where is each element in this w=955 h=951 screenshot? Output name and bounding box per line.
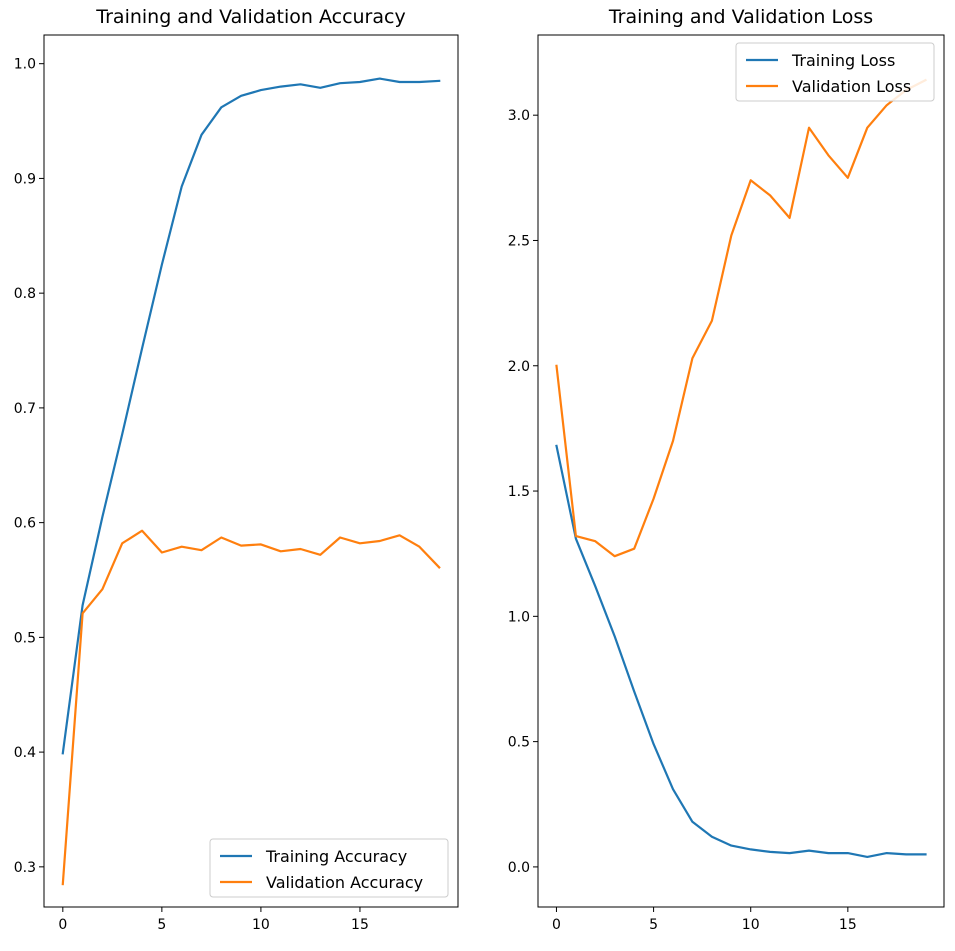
y-tick-label: 0.6: [14, 516, 36, 532]
series-line-validation-accuracy: [61, 529, 441, 886]
y-tick-label: 1.0: [14, 57, 36, 73]
chart-panel-2: Training and Validation Loss 0 5 10 15 0.0 0.5…: [508, 6, 945, 933]
legend-box: [735, 42, 935, 102]
x-tick-label: 5: [649, 917, 658, 933]
x-tick-label: 15: [839, 917, 857, 933]
y-tick-label: 0.0: [508, 860, 530, 876]
series-line-training-loss: [555, 444, 927, 859]
y-tick-label: 0.5: [508, 735, 530, 751]
legend-label: Validation Accuracy: [266, 873, 423, 892]
legend-label: Training Accuracy: [265, 847, 407, 866]
series-line-validation-loss: [555, 78, 927, 558]
y-tick-label: 0.4: [14, 745, 36, 761]
legend-label: Training Loss: [791, 51, 895, 70]
y-tick-label: 2.5: [508, 233, 530, 249]
y-tick-label: 0.9: [14, 171, 36, 187]
legend-label: Validation Loss: [792, 77, 911, 96]
axes-frame: [43, 34, 459, 908]
x-tick-label: 5: [157, 917, 166, 933]
y-tick-label: 0.3: [14, 860, 36, 876]
y-tick-label: 0.8: [14, 286, 36, 302]
y-tick-label: 1.0: [508, 609, 530, 625]
chart-title: Training and Validation Accuracy: [95, 6, 405, 28]
x-tick-label: 15: [351, 917, 369, 933]
x-tick-label: 10: [742, 917, 760, 933]
y-tick-label: 1.5: [508, 484, 530, 500]
legend-box: [209, 838, 449, 898]
series-line-training-accuracy: [61, 77, 441, 755]
y-tick-label: 3.0: [508, 108, 530, 124]
axes-frame: [537, 34, 945, 908]
x-tick-label: 10: [252, 917, 270, 933]
chart-title: Training and Validation Loss: [608, 6, 873, 28]
x-tick-label: 0: [58, 917, 67, 933]
y-tick-label: 0.5: [14, 630, 36, 646]
chart-panel-1: Training and Validation Accuracy 0 5 10 15 0.…: [14, 6, 459, 933]
x-tick-label: 0: [552, 917, 561, 933]
y-tick-label: 2.0: [508, 359, 530, 375]
y-tick-label: 0.7: [14, 401, 36, 417]
